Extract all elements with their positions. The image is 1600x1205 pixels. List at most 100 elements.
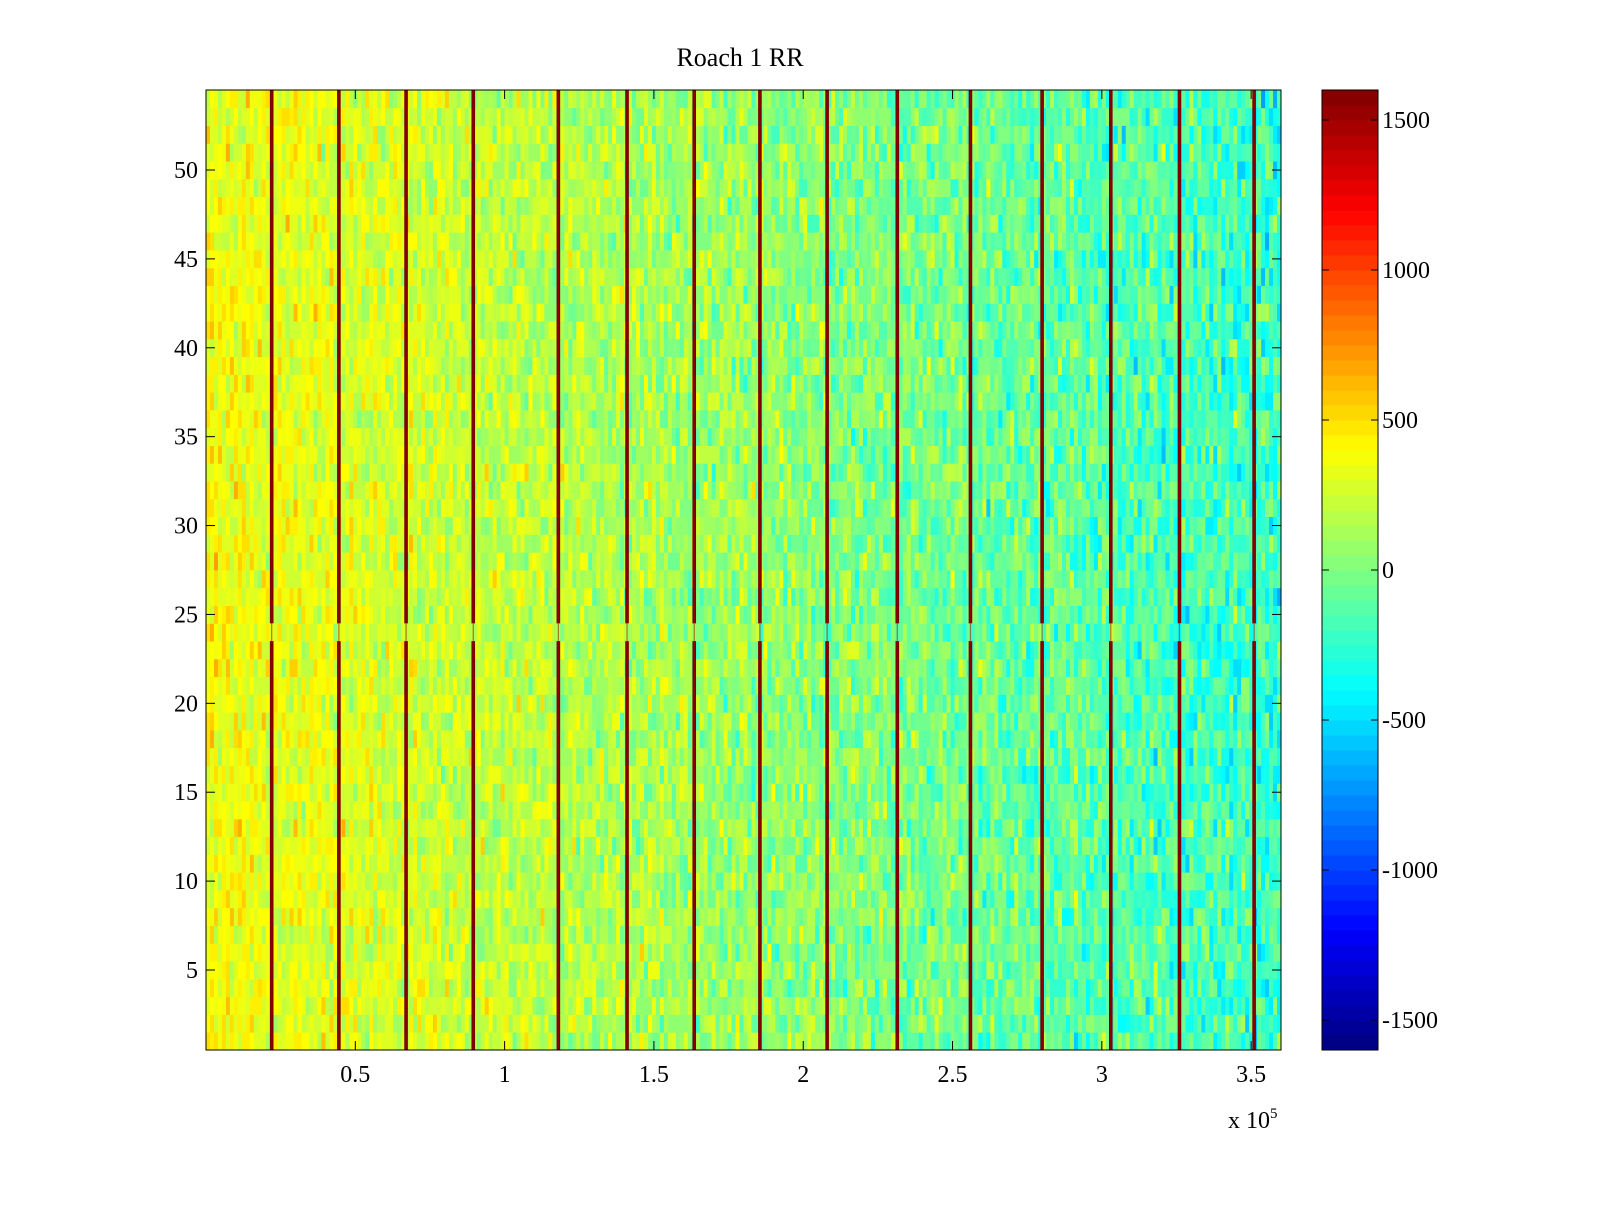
heatmap-cell — [321, 747, 326, 766]
heatmap-cell — [608, 694, 613, 713]
heatmap-cell — [237, 1032, 243, 1051]
heatmap-cell — [409, 890, 414, 909]
heatmap-cell — [926, 801, 932, 820]
heatmap-cell — [440, 943, 446, 962]
heatmap-cell — [1217, 996, 1222, 1015]
heatmap-cell — [620, 961, 625, 980]
heatmap-cell — [357, 712, 362, 731]
heatmap-cell — [1117, 694, 1123, 713]
heatmap-cell — [1050, 783, 1055, 802]
heatmap-cell — [667, 978, 673, 998]
heatmap-cell — [213, 907, 219, 926]
heatmap-cell — [281, 872, 287, 891]
heatmap-cell — [1169, 801, 1174, 820]
heatmap-cell — [870, 961, 876, 980]
heatmap-cell — [1233, 996, 1238, 1015]
heatmap-cell — [847, 765, 852, 784]
heatmap-cell — [942, 730, 947, 749]
heatmap-cell — [596, 925, 601, 944]
heatmap-cell — [432, 1014, 438, 1033]
heatmap-cell — [1277, 907, 1282, 926]
heatmap-cell — [699, 783, 705, 802]
heatmap-cell — [500, 712, 506, 731]
heatmap-cell — [476, 854, 482, 873]
heatmap-cell — [588, 961, 593, 980]
heatmap-cell — [1010, 925, 1015, 944]
heatmap-cell — [783, 836, 796, 855]
heatmap-cell — [946, 694, 951, 713]
heatmap-cell — [882, 996, 888, 1015]
heatmap-cell — [417, 765, 422, 784]
heatmap-cell — [325, 961, 330, 980]
heatmap-cell — [1193, 1014, 1198, 1033]
heatmap-cell — [1093, 978, 1099, 998]
heatmap-cell — [1145, 694, 1151, 713]
heatmap-cell — [229, 925, 235, 944]
heatmap-cell — [596, 1014, 601, 1033]
heatmap-cell — [651, 872, 657, 891]
heatmap-cell — [1097, 836, 1103, 855]
heatmap-cell — [480, 818, 486, 838]
heatmap-cell — [476, 801, 482, 820]
heatmap-cell — [1034, 730, 1039, 749]
heatmap-cell — [393, 676, 398, 695]
heatmap-cell — [970, 765, 975, 784]
heatmap-cell — [440, 854, 458, 873]
heatmap-cell — [862, 694, 868, 713]
heatmap-cell — [329, 890, 334, 909]
heatmap-cell — [532, 1014, 537, 1033]
heatmap-cell — [739, 996, 744, 1015]
heatmap-cell — [568, 836, 573, 855]
heatmap-cell — [536, 961, 541, 980]
heatmap-cell — [612, 1014, 617, 1033]
heatmap-cell — [297, 694, 302, 713]
heatmap-cell — [667, 676, 673, 695]
heatmap-cell — [508, 747, 513, 766]
heatmap-cell — [1153, 1032, 1158, 1051]
heatmap-cell — [424, 676, 430, 695]
heatmap-cell — [480, 961, 486, 980]
heatmap-cell — [1050, 996, 1055, 1015]
heatmap-cell — [444, 836, 450, 855]
heatmap-cell — [775, 712, 780, 731]
heatmap-cell — [456, 1014, 462, 1033]
heatmap-cell — [265, 836, 271, 855]
heatmap-cell — [1161, 943, 1166, 962]
heatmap-cell — [1121, 801, 1131, 820]
heatmap-cell — [906, 1032, 920, 1051]
heatmap-cell — [588, 783, 593, 802]
heatmap-cell — [532, 783, 537, 802]
heatmap-cell — [671, 818, 677, 838]
heatmap-cell — [592, 694, 597, 713]
heatmap-cell — [807, 818, 812, 838]
heatmap-cell — [1249, 1014, 1254, 1033]
heatmap-cell — [902, 978, 908, 998]
heatmap-cell — [1062, 694, 1067, 713]
heatmap-cell — [831, 996, 836, 1015]
heatmap-cell — [906, 854, 912, 873]
heatmap-cell — [313, 712, 322, 731]
heatmap-cell — [620, 854, 625, 873]
heatmap-cell — [249, 996, 263, 1015]
heatmap-cell — [536, 943, 541, 962]
heatmap-cell — [1161, 978, 1166, 998]
heatmap-cell — [755, 872, 760, 891]
heatmap-cell — [827, 676, 840, 695]
heatmap-cell — [488, 765, 502, 784]
heatmap-cell — [1006, 854, 1011, 873]
heatmap-cell — [217, 961, 223, 980]
heatmap-cell — [906, 730, 912, 749]
heatmap-cell — [970, 854, 975, 873]
heatmap-cell — [755, 730, 760, 749]
heatmap-cell — [421, 747, 426, 766]
heatmap-cell — [847, 872, 852, 891]
heatmap-cell — [1117, 854, 1123, 873]
heatmap-cell — [488, 890, 494, 909]
heatmap-cell — [902, 783, 908, 802]
heatmap-cell — [1030, 996, 1035, 1015]
heatmap-cell — [1229, 907, 1234, 926]
heatmap-cell — [1089, 747, 1095, 766]
heatmap-cell — [504, 890, 509, 909]
heatmap-cell — [914, 961, 920, 980]
heatmap-cell — [655, 836, 661, 855]
